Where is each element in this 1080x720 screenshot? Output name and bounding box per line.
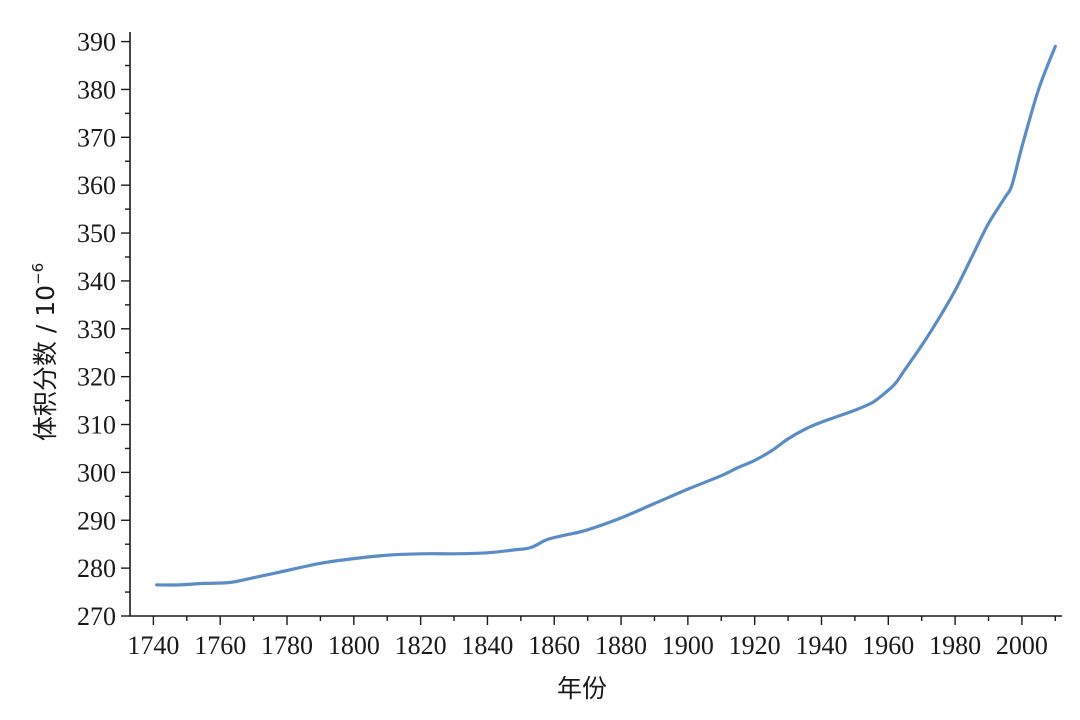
y-tick-label: 360 <box>77 171 116 200</box>
x-tick-label: 1940 <box>795 631 847 660</box>
y-tick-label: 290 <box>77 506 116 535</box>
y-tick-label: 350 <box>77 219 116 248</box>
x-tick-label: 1900 <box>662 631 714 660</box>
y-tick-label: 390 <box>77 28 116 57</box>
y-tick-label: 340 <box>77 267 116 296</box>
x-tick-label: 1980 <box>929 631 981 660</box>
y-tick-label: 320 <box>77 363 116 392</box>
y-tick-label: 310 <box>77 411 116 440</box>
tick-labels: 270 280 290 300 310 320 330 340 350 360 370 380 390 1… <box>77 28 1048 660</box>
x-tick-label: 1740 <box>127 631 179 660</box>
x-tick-label: 1880 <box>595 631 647 660</box>
y-axis-title-superscript: −6 <box>29 263 47 285</box>
y-axis-title: 体积分数 / 10−6 <box>29 263 60 441</box>
y-tick-label: 330 <box>77 315 116 344</box>
y-tick-label: 270 <box>77 602 116 631</box>
axes <box>129 32 1062 617</box>
x-tick-label: 1820 <box>395 631 447 660</box>
y-axis-title-main: 体积分数 / 10 <box>31 285 60 441</box>
x-axis-title: 年份 <box>557 674 607 703</box>
x-tick-label: 1860 <box>528 631 580 660</box>
x-tick-label: 1780 <box>261 631 313 660</box>
y-tick-label: 300 <box>77 458 116 487</box>
y-tick-label: 280 <box>77 554 116 583</box>
x-tick-label: 1760 <box>194 631 246 660</box>
x-tick-label: 2000 <box>996 631 1048 660</box>
co2-concentration-line <box>155 44 1057 587</box>
ticks <box>121 40 1057 625</box>
x-tick-label: 1840 <box>461 631 513 660</box>
y-tick-label: 370 <box>77 123 116 152</box>
x-tick-label: 1800 <box>328 631 380 660</box>
x-tick-label: 1920 <box>729 631 781 660</box>
x-tick-label: 1960 <box>862 631 914 660</box>
y-tick-label: 380 <box>77 75 116 104</box>
